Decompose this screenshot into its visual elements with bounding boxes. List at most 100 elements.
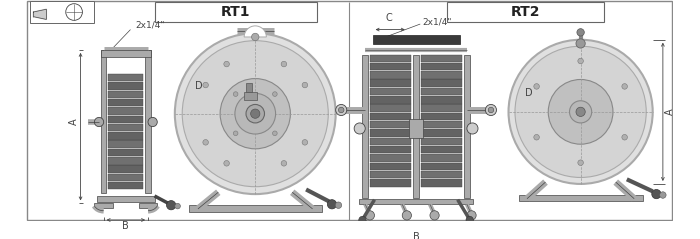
Text: 2x1/4": 2x1/4" xyxy=(135,21,164,30)
Bar xyxy=(370,113,412,120)
Bar xyxy=(370,96,412,103)
Bar xyxy=(370,104,412,112)
Bar xyxy=(370,163,412,170)
Bar xyxy=(370,88,412,95)
Bar xyxy=(108,99,144,106)
Bar xyxy=(421,138,462,145)
Circle shape xyxy=(235,93,276,134)
Bar xyxy=(421,96,462,103)
Bar xyxy=(108,82,144,90)
Text: B: B xyxy=(413,232,419,239)
Circle shape xyxy=(175,203,181,209)
Bar xyxy=(246,83,253,92)
Circle shape xyxy=(302,140,308,145)
Circle shape xyxy=(488,107,494,113)
Bar xyxy=(108,132,144,140)
Bar xyxy=(372,35,459,44)
Bar xyxy=(359,199,473,204)
Bar xyxy=(421,71,462,79)
Bar xyxy=(244,92,257,100)
Circle shape xyxy=(515,46,646,178)
Bar xyxy=(421,163,462,170)
Bar xyxy=(370,63,412,70)
Circle shape xyxy=(233,92,238,96)
Bar xyxy=(421,88,462,95)
Circle shape xyxy=(220,79,290,149)
Bar xyxy=(370,54,412,62)
Text: C: C xyxy=(386,13,393,23)
Circle shape xyxy=(182,41,328,187)
Bar xyxy=(108,115,144,123)
Circle shape xyxy=(508,40,652,184)
Bar xyxy=(519,195,643,201)
Bar xyxy=(421,104,462,112)
Circle shape xyxy=(203,82,209,88)
Text: A: A xyxy=(69,119,79,125)
Bar xyxy=(146,50,150,193)
Bar xyxy=(108,165,144,173)
Circle shape xyxy=(466,216,473,224)
Circle shape xyxy=(534,135,540,140)
Text: RT2: RT2 xyxy=(510,5,540,19)
Bar xyxy=(101,50,150,57)
Bar xyxy=(108,182,144,190)
Bar xyxy=(421,146,462,153)
Circle shape xyxy=(622,135,627,140)
Circle shape xyxy=(402,211,412,220)
Bar xyxy=(370,129,412,137)
Circle shape xyxy=(467,123,478,134)
Circle shape xyxy=(175,33,336,194)
Bar xyxy=(421,54,462,62)
Bar xyxy=(370,146,412,153)
Circle shape xyxy=(224,61,230,67)
Bar xyxy=(108,91,144,98)
Circle shape xyxy=(272,92,277,96)
Bar xyxy=(421,80,462,87)
Circle shape xyxy=(224,161,230,166)
Text: D: D xyxy=(525,88,533,98)
Bar xyxy=(421,121,462,129)
Circle shape xyxy=(548,80,613,144)
Bar xyxy=(421,113,462,120)
Bar xyxy=(413,54,419,198)
Bar xyxy=(370,80,412,87)
Bar xyxy=(94,203,113,208)
Circle shape xyxy=(251,33,259,41)
Circle shape xyxy=(328,200,337,209)
Text: 2x1/4": 2x1/4" xyxy=(422,18,452,27)
Bar xyxy=(155,2,317,22)
Circle shape xyxy=(576,39,585,48)
Circle shape xyxy=(570,101,592,123)
Wedge shape xyxy=(244,26,266,37)
Circle shape xyxy=(233,131,238,136)
Circle shape xyxy=(652,190,661,199)
Bar xyxy=(370,138,412,145)
Bar xyxy=(409,119,423,138)
Circle shape xyxy=(203,140,209,145)
Circle shape xyxy=(338,107,344,113)
Bar xyxy=(370,179,412,187)
Text: RT1: RT1 xyxy=(221,5,251,19)
Bar xyxy=(421,63,462,70)
Bar xyxy=(108,107,144,115)
Polygon shape xyxy=(34,9,46,19)
Text: A: A xyxy=(665,109,676,115)
Circle shape xyxy=(302,82,308,88)
Circle shape xyxy=(148,117,158,127)
Bar xyxy=(447,2,603,22)
Bar xyxy=(29,1,94,23)
Circle shape xyxy=(430,211,439,220)
Circle shape xyxy=(359,216,366,224)
Bar xyxy=(370,121,412,129)
Circle shape xyxy=(365,211,375,220)
Bar xyxy=(370,154,412,162)
Circle shape xyxy=(94,117,104,127)
Circle shape xyxy=(622,84,627,89)
Circle shape xyxy=(336,104,346,115)
Circle shape xyxy=(485,104,496,115)
Bar xyxy=(370,71,412,79)
Circle shape xyxy=(578,160,583,165)
Bar xyxy=(108,174,144,181)
Bar xyxy=(363,54,368,198)
Bar xyxy=(108,74,144,81)
